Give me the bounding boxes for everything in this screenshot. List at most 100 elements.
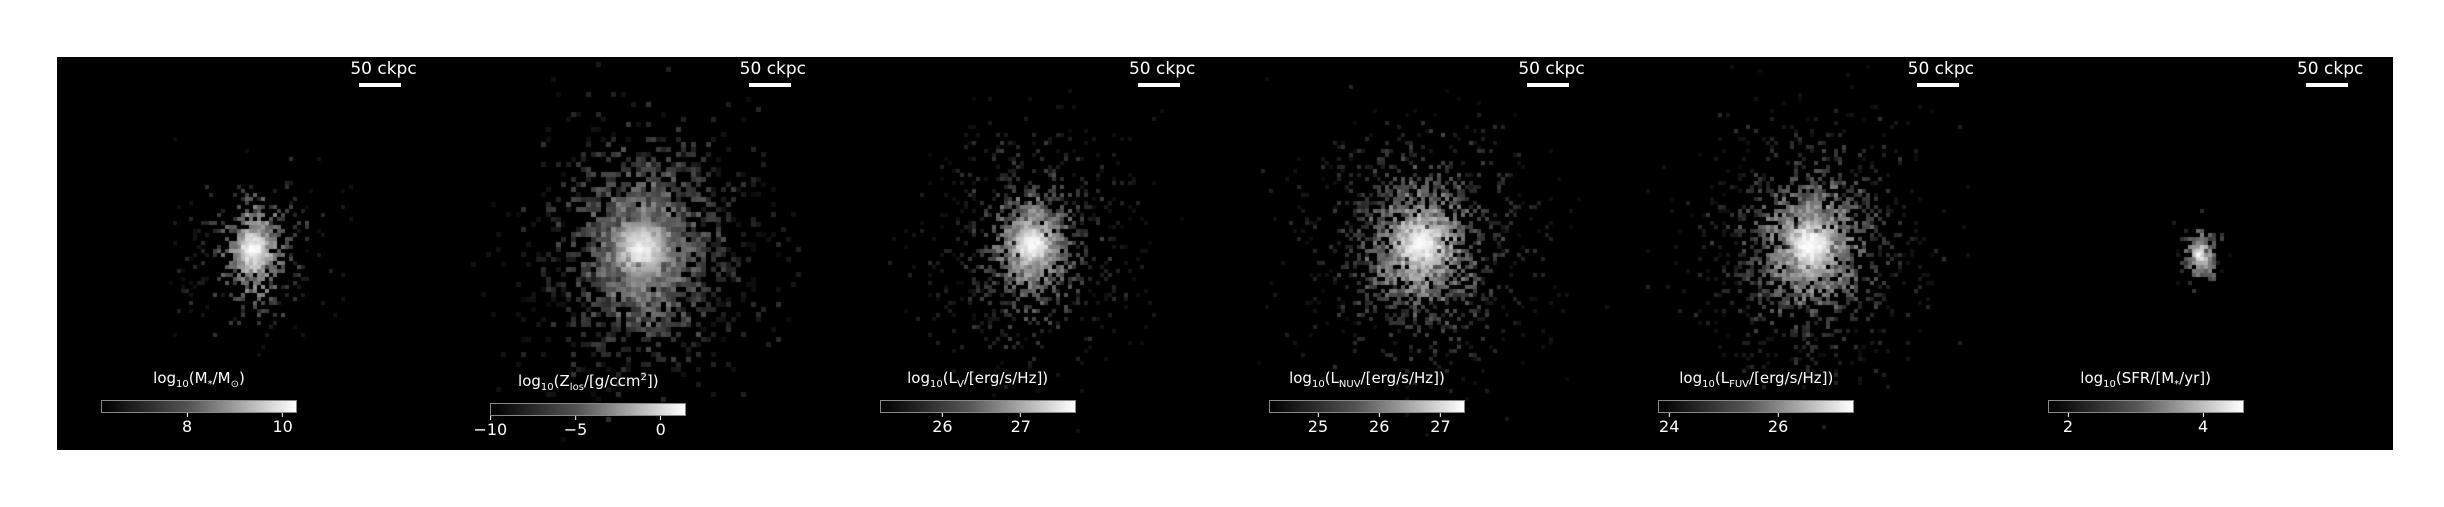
colorbar-gradient bbox=[879, 400, 1076, 413]
label-sub: 10 bbox=[2103, 379, 2116, 390]
colorbar-gradient bbox=[101, 400, 297, 413]
scale-bar-label: 50 ckpc bbox=[1518, 59, 1585, 79]
scale-bar: 50 ckpc bbox=[1128, 59, 1196, 87]
scale-bar-label: 50 ckpc bbox=[1128, 59, 1196, 79]
scale-bar-line bbox=[359, 83, 402, 87]
label-part: ]) bbox=[646, 372, 659, 390]
colorbar-ticks: 25 26 27 bbox=[1269, 413, 1465, 437]
map-metallicity bbox=[446, 57, 836, 450]
colorbar-gradient bbox=[1658, 400, 1855, 413]
colorbar: log10(M*/M⊙) 8 10 bbox=[101, 369, 297, 437]
label-part: (L bbox=[942, 369, 957, 387]
colorbar-tick: 26 bbox=[1369, 413, 1389, 437]
colorbar-ticks: 26 27 bbox=[880, 413, 1076, 437]
scale-bar: 50 ckpc bbox=[2296, 59, 2364, 87]
colorbar-tick: 26 bbox=[1768, 413, 1788, 437]
colorbar-tick: 26 bbox=[932, 413, 952, 437]
label-part: /[g/ccm bbox=[583, 372, 641, 390]
colorbar-tick: 27 bbox=[1430, 413, 1450, 437]
colorbar-label: log10(LFUV/[erg/s/Hz]) bbox=[1658, 369, 1854, 394]
scale-bar-label: 50 ckpc bbox=[739, 59, 807, 79]
colorbar-label: log10(SFR/[M*/yr]) bbox=[2048, 369, 2244, 394]
colorbar-gradient bbox=[490, 403, 687, 416]
scale-bar-line bbox=[2305, 83, 2348, 87]
label-sub: ⊙ bbox=[230, 379, 239, 390]
colorbar-label: log10(M*/M⊙) bbox=[101, 369, 297, 394]
figure-strip: 50 ckpc log10(M*/M⊙) 8 10 50 ckpc log10(Z… bbox=[57, 57, 2393, 450]
scale-bar-label: 50 ckpc bbox=[1907, 59, 1975, 79]
map-v-band bbox=[835, 57, 1225, 450]
label-part: (L bbox=[1324, 369, 1339, 387]
scale-bar-line bbox=[1916, 83, 1959, 87]
label-part: ) bbox=[238, 369, 245, 387]
colorbar: log10(Zlos/[g/ccm2]) −10 −5 0 bbox=[473, 369, 687, 440]
label-sub: 10 bbox=[1311, 379, 1325, 390]
scale-bar: 50 ckpc bbox=[1907, 59, 1975, 87]
panel-v-band: 50 ckpc log10(LV/[erg/s/Hz]) 26 27 bbox=[835, 57, 1225, 450]
panel-fuv: 50 ckpc log10(LFUV/[erg/s/Hz]) 24 26 bbox=[1614, 57, 2004, 450]
label-sub: los bbox=[569, 382, 584, 393]
label-sub: * bbox=[2174, 379, 2180, 390]
label-part: (M bbox=[188, 369, 208, 387]
map-fuv bbox=[1614, 57, 2004, 450]
colorbar: log10(LV/[erg/s/Hz]) 26 27 bbox=[879, 369, 1076, 437]
colorbar-tick: 27 bbox=[1011, 413, 1031, 437]
panel-stellar-mass: 50 ckpc log10(M*/M⊙) 8 10 bbox=[57, 57, 447, 450]
label-sub: 10 bbox=[930, 379, 943, 390]
label-part: /yr]) bbox=[2179, 369, 2211, 387]
label-part: /M bbox=[212, 369, 231, 387]
scale-bar-label: 50 ckpc bbox=[2296, 59, 2364, 79]
label-part: (SFR/[M bbox=[2115, 369, 2175, 387]
colorbar-gradient bbox=[2047, 400, 2244, 413]
colorbar-tick: 10 bbox=[272, 413, 292, 437]
colorbar-tick: 0 bbox=[656, 416, 666, 440]
label-part: log bbox=[2080, 369, 2104, 387]
colorbar-tick: 2 bbox=[2063, 413, 2073, 437]
label-sub: 10 bbox=[176, 379, 189, 390]
colorbar-label: log10(Zlos/[g/ccm2]) bbox=[490, 369, 686, 397]
scale-bar: 50 ckpc bbox=[350, 59, 417, 87]
label-sub: 10 bbox=[540, 382, 554, 393]
scale-bar-line bbox=[748, 83, 791, 87]
colorbar-tick: 24 bbox=[1659, 413, 1679, 437]
label-part: log bbox=[518, 372, 541, 390]
label-part: log bbox=[1289, 369, 1312, 387]
map-sfr bbox=[2003, 57, 2393, 450]
colorbar-tick: 8 bbox=[182, 413, 192, 437]
colorbar-tick: 4 bbox=[2198, 413, 2208, 437]
label-sub: FUV bbox=[1729, 379, 1750, 390]
colorbar-tick: −10 bbox=[473, 416, 507, 440]
map-stellar-mass bbox=[57, 57, 446, 450]
scale-bar: 50 ckpc bbox=[739, 59, 807, 87]
scale-bar-line bbox=[1527, 83, 1570, 87]
label-sub: V bbox=[956, 379, 964, 390]
label-part: /[erg/s/Hz]) bbox=[1749, 369, 1834, 387]
label-sub: * bbox=[207, 379, 213, 390]
label-part: log bbox=[907, 369, 931, 387]
panel-nuv: 50 ckpc log10(LNUV/[erg/s/Hz]) 25 26 27 bbox=[1224, 57, 1615, 450]
colorbar: log10(LNUV/[erg/s/Hz]) 25 26 27 bbox=[1268, 369, 1465, 437]
colorbar-tick: −5 bbox=[564, 416, 588, 440]
label-sup: 2 bbox=[640, 372, 647, 383]
colorbar-ticks: 24 26 bbox=[1658, 413, 1854, 437]
map-nuv bbox=[1224, 57, 1614, 450]
scale-bar-line bbox=[1137, 83, 1180, 87]
label-part: (L bbox=[1714, 369, 1730, 387]
colorbar-label: log10(LNUV/[erg/s/Hz]) bbox=[1269, 369, 1465, 394]
label-part: /[erg/s/Hz]) bbox=[1360, 369, 1445, 387]
panel-metallicity: 50 ckpc log10(Zlos/[g/ccm2]) −10 −5 0 bbox=[446, 57, 836, 450]
colorbar-gradient bbox=[1268, 400, 1465, 413]
label-part: log bbox=[153, 369, 177, 387]
scale-bar-label: 50 ckpc bbox=[350, 59, 417, 79]
colorbar: log10(LFUV/[erg/s/Hz]) 24 26 bbox=[1658, 369, 1855, 437]
label-part: log bbox=[1679, 369, 1703, 387]
colorbar-label: log10(LV/[erg/s/Hz]) bbox=[880, 369, 1076, 394]
colorbar-ticks: 8 10 bbox=[101, 413, 297, 437]
label-sub: 10 bbox=[1702, 379, 1715, 390]
scale-bar: 50 ckpc bbox=[1518, 59, 1585, 87]
colorbar-tick: 25 bbox=[1308, 413, 1328, 437]
label-sub: NUV bbox=[1338, 379, 1361, 390]
